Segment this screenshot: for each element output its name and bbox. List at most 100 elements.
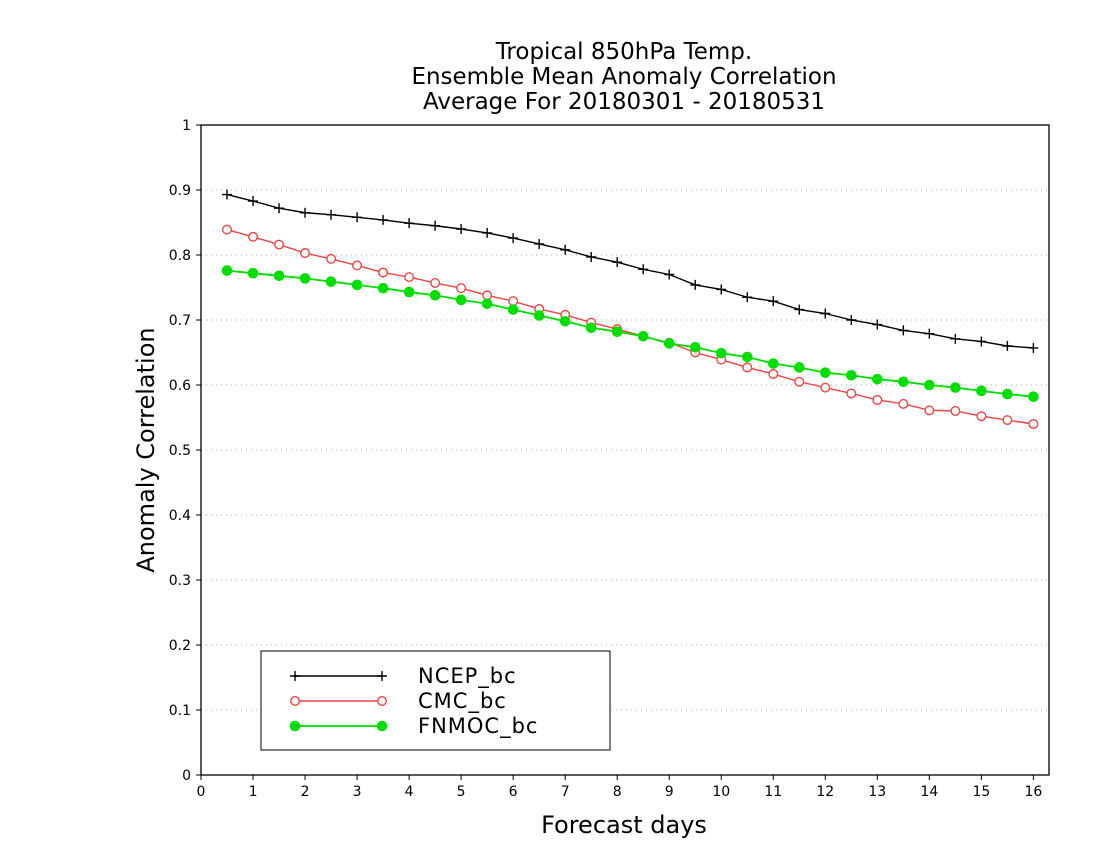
data-point [742,362,753,373]
series-CMC_bc [222,224,1039,430]
data-point [455,294,467,306]
data-point [352,260,363,271]
data-point [430,220,441,231]
legend-marker [290,671,300,681]
legend-label: FNMOC_bc [418,714,538,739]
x-tick-label: 8 [613,784,622,800]
data-point [742,292,753,303]
data-point [741,351,753,363]
data-point [352,212,363,223]
data-point [456,283,467,294]
data-point [637,330,649,342]
data-point [819,367,831,378]
x-axis-label: Forecast days [541,811,707,839]
data-point [924,379,935,391]
x-tick-label: 10 [712,784,730,800]
data-point [247,267,259,279]
x-tick-label: 13 [868,784,886,800]
y-tick-label: 0 [182,768,191,784]
data-point [378,214,389,225]
y-tick-label: 0.8 [169,248,191,264]
data-point [403,286,415,298]
data-point [1028,419,1039,430]
x-tick-label: 0 [197,784,206,800]
data-series [221,189,1039,430]
data-point [508,233,519,244]
data-point [664,269,675,280]
data-point [1002,388,1013,400]
data-point [950,406,961,417]
data-point [767,358,779,369]
data-point [222,224,233,235]
y-tick-label: 1 [182,118,191,134]
data-point [924,405,935,416]
series-line [226,228,1034,425]
data-point [404,272,415,283]
data-point [872,394,883,405]
data-point [1028,391,1039,403]
y-tick-label: 0.5 [169,443,191,459]
data-point [482,227,493,238]
data-point [950,333,961,344]
data-point [612,257,623,268]
x-tick-label: 5 [457,784,466,800]
data-point [300,248,311,259]
legend-marker [289,720,301,732]
data-point [351,279,363,291]
legend-marker [377,671,387,681]
data-point [1028,342,1039,353]
x-tick-label: 12 [816,784,834,800]
data-point [325,276,337,287]
data-point [716,284,727,295]
x-tick-label: 1 [249,784,258,800]
data-point [768,296,779,307]
data-point [611,326,623,338]
series-FNMOC_bc [221,265,1039,403]
x-tick-label: 15 [972,784,990,800]
data-point [300,207,311,218]
x-tick-label: 4 [405,784,414,800]
data-point [585,322,597,334]
data-point [793,362,805,373]
data-point [976,336,987,347]
x-tick-label: 6 [509,784,518,800]
legend-label: CMC_bc [418,689,507,714]
data-point [872,373,883,385]
plot-frame [200,124,1050,776]
data-point [924,328,935,339]
y-tick-label: 0.2 [169,638,191,654]
data-point [534,238,545,249]
grid-lines [201,189,1049,711]
data-point [533,310,545,321]
data-point [950,382,961,393]
data-point [898,376,909,388]
data-point [898,398,909,409]
series-NCEP_bc [222,189,1039,353]
data-point [560,244,571,255]
data-point [222,189,233,200]
legend-marker [290,696,301,707]
data-point [690,279,701,290]
data-point [299,273,311,284]
data-point [898,325,909,336]
data-point [273,270,285,282]
y-tick-label: 0.1 [169,703,191,719]
data-point [1002,341,1013,351]
data-point [976,411,987,422]
data-point [976,385,987,397]
x-tick-label: 14 [920,784,938,800]
legend-marker [376,720,388,732]
data-point [638,264,649,275]
data-point [221,265,233,276]
legend-marker [377,696,388,707]
legend-label: NCEP_bc [418,664,517,689]
series-line [226,193,1034,349]
data-point [507,304,519,315]
data-point [872,319,883,330]
data-point [820,308,831,319]
data-point [482,290,493,301]
data-point [274,239,285,250]
data-point [846,388,857,399]
x-tick-label: 16 [1024,784,1042,800]
